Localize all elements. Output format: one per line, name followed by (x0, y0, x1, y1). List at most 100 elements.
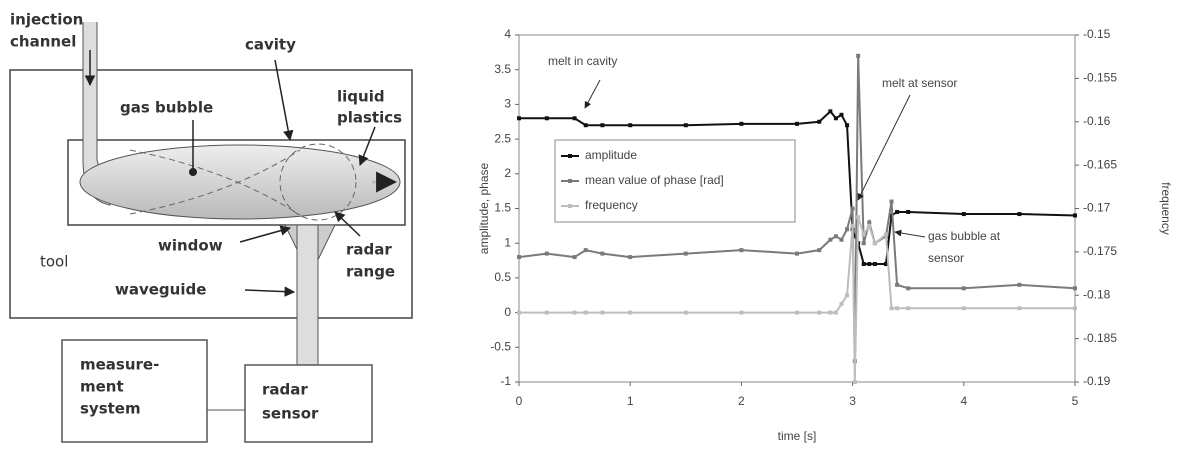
point (833, 234, 838, 239)
point (583, 123, 588, 128)
arrow (358, 126, 376, 166)
annotation-arrow (584, 79, 601, 109)
chart: -1 -0.5 0 0.5 1 1.5 2 2.5 3 3.5 4 -0.19 -0.185 -0.18 -… (477, 27, 1173, 443)
legend-label: amplitude (585, 148, 637, 162)
point (1073, 213, 1077, 218)
tool-box (9, 69, 413, 319)
point (845, 293, 850, 298)
point (906, 209, 911, 214)
label: cavity (245, 36, 296, 54)
y-axis-label: amplitude, phase (477, 162, 491, 254)
point (852, 380, 857, 384)
point (861, 241, 866, 246)
label: radar (262, 381, 308, 399)
point (517, 255, 521, 260)
point (883, 232, 888, 237)
y2-tick-label: -0.16 (1083, 114, 1111, 128)
y-tick-label: -0.5 (490, 339, 511, 353)
point (828, 109, 833, 114)
point (1073, 306, 1077, 311)
point (628, 310, 633, 315)
label: injection (10, 11, 83, 29)
point (889, 306, 894, 311)
point (1017, 212, 1022, 217)
y-tick-label: 2.5 (494, 131, 511, 145)
point (895, 306, 900, 311)
point (895, 282, 900, 287)
point (572, 116, 577, 121)
label: window (158, 237, 223, 255)
annotation: gas bubble at (928, 229, 1001, 243)
label: tool (40, 253, 68, 271)
x-tick-label: 1 (627, 394, 634, 408)
waveguide (296, 224, 319, 366)
point (817, 248, 822, 253)
y2-tick-label: -0.175 (1083, 244, 1117, 258)
point (850, 206, 855, 211)
point (833, 310, 838, 315)
point (795, 121, 799, 126)
y2-tick-label: -0.17 (1083, 201, 1111, 215)
arrow (334, 211, 361, 237)
point (795, 310, 799, 315)
y-tick-label: 4 (504, 27, 511, 41)
point (850, 223, 855, 228)
y2-tick-label: -0.165 (1083, 157, 1117, 171)
point (544, 310, 549, 315)
point (739, 248, 744, 253)
point (600, 123, 605, 128)
point (1017, 282, 1022, 287)
legend-marker (568, 204, 572, 208)
point (583, 310, 588, 315)
legend-marker (568, 179, 572, 183)
y-tick-label: 2 (504, 166, 511, 180)
point (828, 237, 833, 242)
y-tick-label: -1 (500, 374, 511, 388)
point (517, 116, 521, 121)
point (739, 310, 744, 315)
point (817, 310, 822, 315)
x-axis-label: time [s] (778, 429, 817, 443)
y-tick-label: 3.5 (494, 62, 511, 76)
point (839, 112, 844, 117)
annotation: melt in cavity (548, 54, 617, 68)
point (628, 123, 633, 128)
point (861, 262, 866, 267)
point (1017, 306, 1022, 311)
point (906, 286, 911, 291)
x-tick-label: 0 (516, 394, 523, 408)
point (817, 119, 822, 124)
point (517, 310, 521, 315)
point (683, 310, 688, 315)
point (852, 234, 857, 239)
point (795, 251, 799, 256)
point (583, 248, 588, 253)
y2-tick-label: -0.19 (1083, 374, 1111, 388)
point (572, 255, 577, 260)
y2-axis-label: frequency (1159, 182, 1173, 235)
y2-tick-label: -0.155 (1083, 71, 1117, 85)
point (839, 301, 844, 306)
arrow (274, 59, 294, 142)
x-tick-label: 5 (1072, 394, 1079, 408)
point (883, 262, 888, 267)
point (845, 227, 850, 232)
point (828, 310, 833, 315)
point (845, 123, 850, 128)
diagram: injection channel cavity gas bubble liqu… (9, 11, 413, 443)
label: sensor (262, 405, 319, 423)
y-tick-label: 1 (504, 235, 511, 249)
cavity-box (67, 139, 406, 226)
point (628, 255, 633, 260)
label: radar (346, 241, 392, 259)
legend-label: frequency (585, 198, 638, 212)
legend-box (554, 139, 796, 223)
point (833, 116, 838, 121)
y2-tick-label: -0.15 (1083, 27, 1111, 41)
point (683, 123, 688, 128)
point (683, 251, 688, 256)
legend-marker (568, 154, 572, 158)
point (872, 241, 877, 246)
